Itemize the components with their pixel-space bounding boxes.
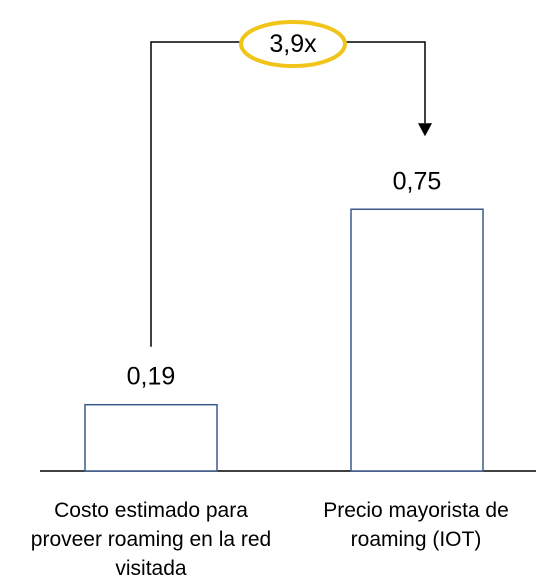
ratio-annotation: 3,9x bbox=[269, 30, 317, 58]
bar-precio-mayorista bbox=[350, 208, 484, 472]
category-label-precio: Precio mayorista de roaming (IOT) bbox=[323, 499, 509, 551]
bar-value-label-costo: 0,19 bbox=[127, 363, 176, 391]
bar-value-label-precio: 0,75 bbox=[393, 167, 442, 195]
ratio-highlight-ring bbox=[239, 20, 347, 68]
arrow-down-icon bbox=[418, 123, 432, 137]
category-label-costo: Costo estimado para proveer roaming en l… bbox=[30, 499, 272, 580]
bar-costo-estimado bbox=[84, 403, 218, 472]
